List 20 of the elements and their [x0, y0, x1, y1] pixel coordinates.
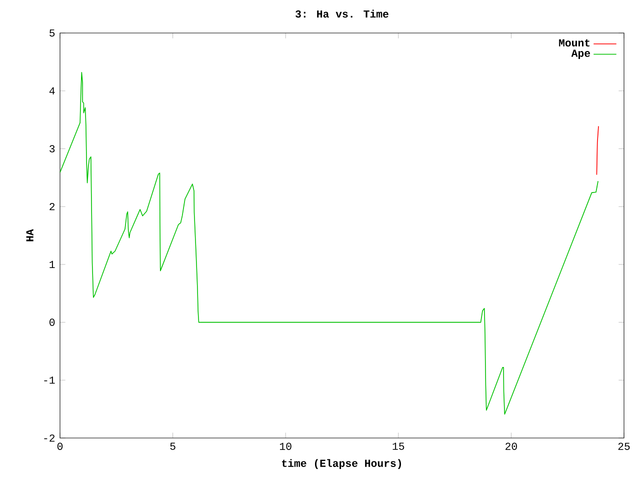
x-axis-title: time (Elapse Hours) — [282, 459, 401, 470]
x-tick-label: 5 — [170, 442, 176, 450]
y-axis-title: HA — [26, 229, 34, 242]
y-tick-label: -2 — [44, 434, 55, 442]
chart-title: 3: Ha vs. Time — [296, 10, 388, 18]
x-tick-label: 10 — [280, 442, 292, 450]
legend-label: Mount — [559, 39, 590, 47]
y-tick-label: -1 — [44, 376, 55, 384]
y-tick-label: 0 — [50, 318, 55, 326]
x-tick-label: 20 — [506, 442, 517, 450]
y-tick-label: 4 — [49, 87, 55, 94]
x-tick-label: 15 — [392, 442, 404, 450]
line-series — [60, 72, 598, 415]
legend-label: Ape — [571, 50, 590, 59]
y-tick-label: 2 — [50, 203, 55, 210]
y-tick-label: 3 — [50, 145, 55, 152]
y-tick-label: 1 — [50, 260, 55, 268]
x-tick-label: 25 — [618, 442, 630, 450]
y-tick-label: 5 — [50, 29, 55, 37]
x-tick-label: 0 — [57, 442, 63, 450]
